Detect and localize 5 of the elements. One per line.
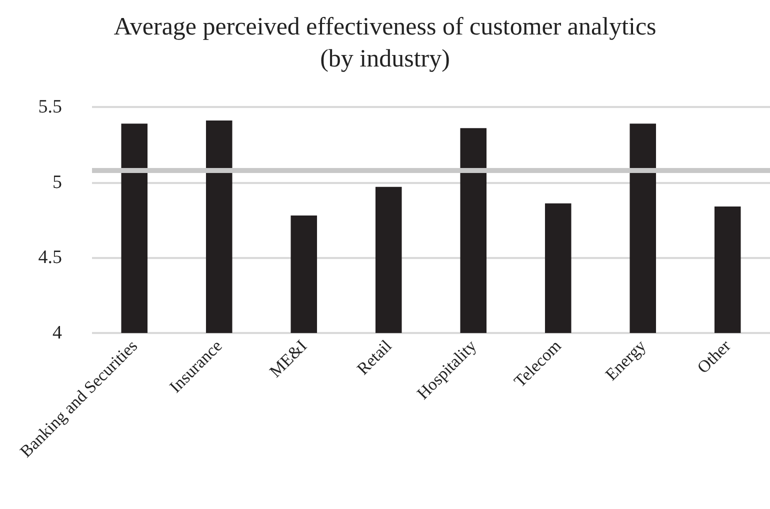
y-tick-label: 5.5 — [38, 96, 62, 118]
y-tick-label: 4 — [52, 322, 62, 344]
y-tick-label: 4.5 — [38, 247, 62, 268]
y-tick-label: 5 — [52, 172, 62, 193]
chart-title: Average perceived effectiveness of customer analytics (by industry) — [114, 14, 656, 72]
